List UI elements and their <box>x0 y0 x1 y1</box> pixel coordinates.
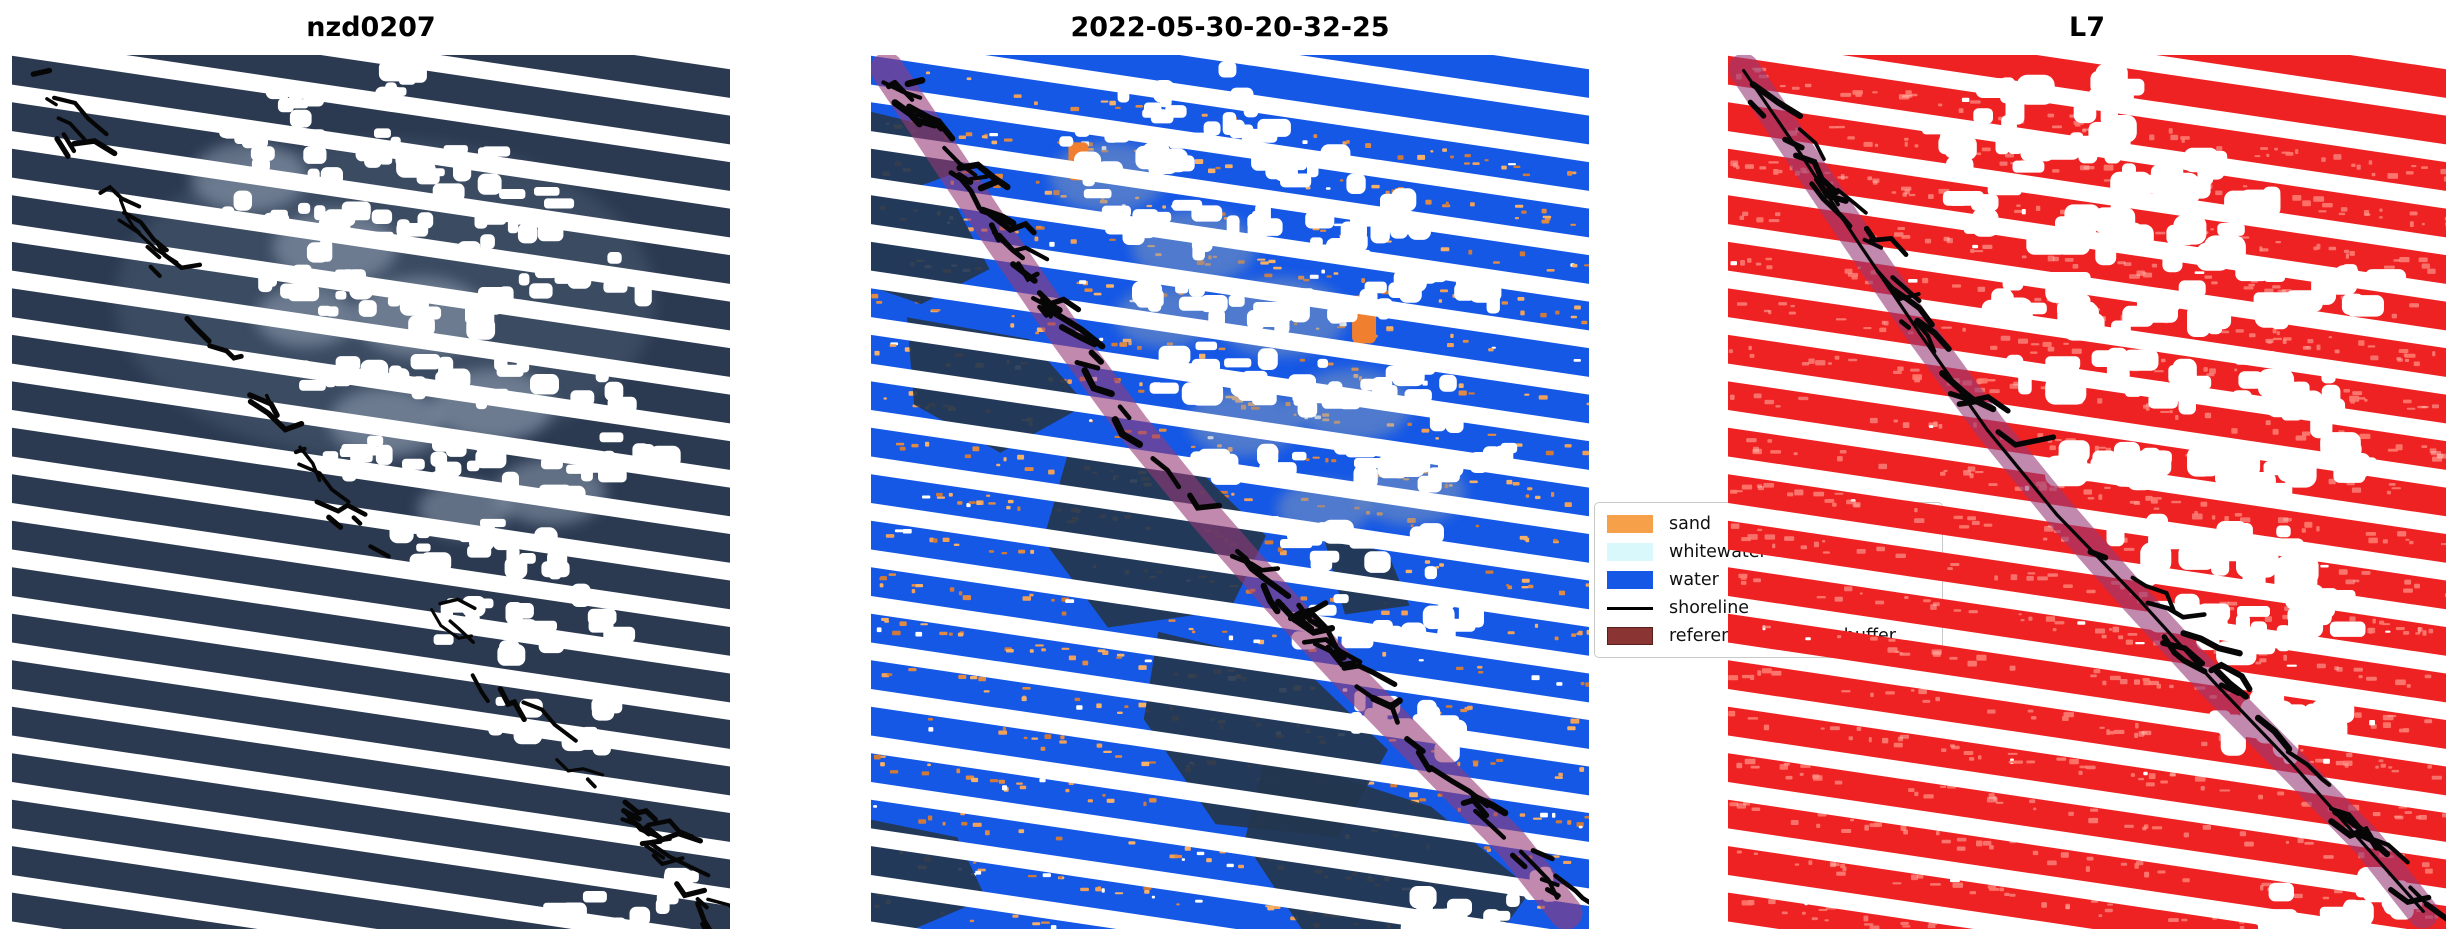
reference-buffer-swatch <box>1607 627 1653 645</box>
whitewater-swatch <box>1607 543 1653 561</box>
water-swatch <box>1607 571 1653 589</box>
panel-title-date: 2022-05-30-20-32-25 <box>1070 12 1390 43</box>
sand-swatch <box>1607 515 1653 533</box>
legend-label-water: water <box>1669 570 1719 590</box>
shoreline-line-swatch <box>1607 606 1653 610</box>
legend-row-water: water <box>1607 567 1930 593</box>
classified-date-panel-image <box>871 55 1589 929</box>
legend-label-sand: sand <box>1669 514 1712 534</box>
panel-title-nzd0207: nzd0207 <box>306 12 436 43</box>
legend-row-sand: sand <box>1607 511 1930 537</box>
satellite-rgb-panel-image <box>12 55 730 929</box>
classified-l7-panel-image <box>1728 55 2446 929</box>
panel-title-l7: L7 <box>2069 12 2105 43</box>
